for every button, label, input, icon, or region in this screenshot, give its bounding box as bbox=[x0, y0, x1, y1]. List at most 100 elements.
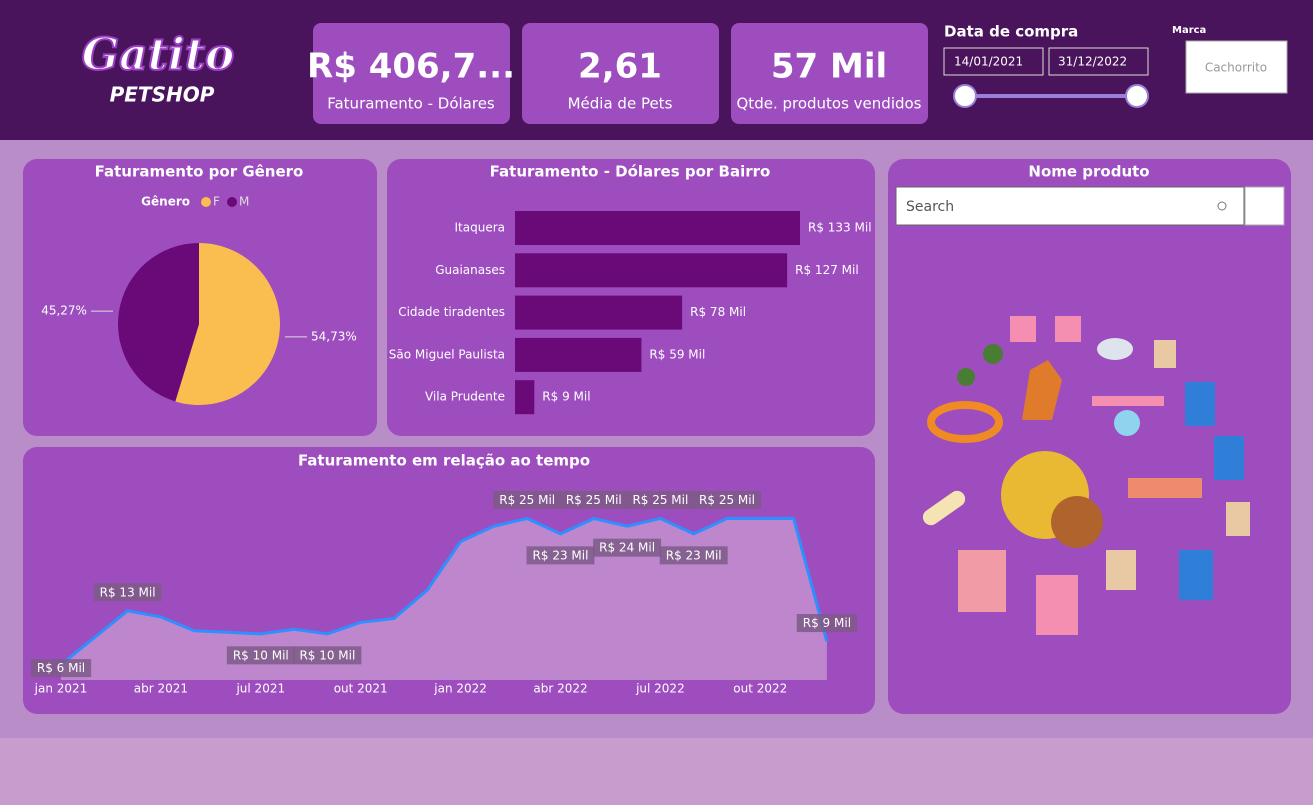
legend-label: F bbox=[213, 195, 220, 209]
data-label: R$ 6 Mil bbox=[37, 661, 85, 675]
x-tick-label: out 2021 bbox=[334, 682, 388, 696]
data-label: R$ 133 Mil bbox=[808, 221, 872, 235]
data-label-box bbox=[796, 614, 858, 633]
kpi-value: 57 Mil bbox=[771, 47, 887, 87]
icon bbox=[1092, 396, 1164, 406]
x-tick-label: jan 2021 bbox=[34, 682, 88, 696]
kpi-label: Média de Pets bbox=[568, 95, 673, 113]
legend-title: Gênero bbox=[141, 195, 190, 209]
bar bbox=[515, 337, 642, 372]
data-label: R$ 9 Mil bbox=[542, 390, 590, 404]
kpi-value: 2,61 bbox=[578, 47, 662, 87]
icon bbox=[957, 368, 975, 386]
data-label-box bbox=[593, 538, 662, 557]
data-label-box bbox=[493, 490, 562, 509]
data-label: R$ 78 Mil bbox=[690, 305, 746, 319]
icon bbox=[1185, 382, 1215, 426]
icon bbox=[958, 550, 1006, 612]
bar bbox=[515, 253, 788, 288]
x-tick-label: jul 2022 bbox=[635, 682, 685, 696]
data-label-box bbox=[526, 546, 595, 565]
data-label: 54,73% bbox=[311, 329, 357, 343]
kpi-card bbox=[522, 23, 719, 124]
y-tick-label: Cidade tiradentes bbox=[398, 305, 505, 319]
data-label-box bbox=[226, 646, 295, 665]
chart-title: Faturamento por Gênero bbox=[95, 163, 304, 181]
y-tick-label: Guaianases bbox=[435, 263, 505, 277]
icon bbox=[1022, 360, 1062, 420]
icon bbox=[1010, 316, 1036, 342]
pie-slice bbox=[175, 243, 281, 405]
icon bbox=[1106, 550, 1136, 590]
data-label: R$ 25 Mil bbox=[499, 493, 555, 507]
data-label-box bbox=[559, 490, 628, 509]
data-label: R$ 10 Mil bbox=[233, 648, 289, 662]
brand-value: Cachorrito bbox=[1205, 61, 1267, 75]
chart-title: Faturamento em relação ao tempo bbox=[298, 452, 590, 470]
date-end-box[interactable] bbox=[1048, 47, 1149, 76]
icon bbox=[1055, 316, 1081, 342]
clear-button[interactable] bbox=[1244, 186, 1285, 226]
data-label-box bbox=[626, 490, 695, 509]
icon bbox=[1036, 575, 1078, 635]
legend-label: M bbox=[239, 195, 249, 209]
kpi-card bbox=[731, 23, 928, 124]
date-title: Data de compra bbox=[944, 23, 1078, 41]
x-tick-label: jan 2022 bbox=[433, 682, 487, 696]
icon bbox=[1051, 496, 1103, 548]
data-label: R$ 13 Mil bbox=[100, 585, 156, 599]
data-label: R$ 23 Mil bbox=[666, 548, 722, 562]
legend-marker bbox=[227, 197, 237, 207]
data-label: R$ 23 Mil bbox=[533, 548, 589, 562]
kpi-label: Qtde. produtos vendidos bbox=[737, 95, 922, 113]
slider-handle[interactable] bbox=[1125, 84, 1149, 108]
data-label: R$ 127 Mil bbox=[795, 263, 859, 277]
data-label: R$ 25 Mil bbox=[566, 493, 622, 507]
data-label: R$ 24 Mil bbox=[599, 541, 655, 555]
search-icon bbox=[1217, 201, 1227, 211]
product-icons bbox=[922, 316, 1250, 635]
date-start: 14/01/2021 bbox=[954, 55, 1023, 69]
y-tick-label: São Miguel Paulista bbox=[389, 347, 505, 361]
icon bbox=[1154, 340, 1176, 368]
legend-marker bbox=[201, 197, 211, 207]
bar bbox=[515, 295, 683, 330]
search-box[interactable] bbox=[895, 186, 1245, 226]
slider-handle[interactable] bbox=[953, 84, 977, 108]
x-tick-label: abr 2022 bbox=[533, 682, 587, 696]
data-label: 45,27% bbox=[41, 304, 87, 318]
pie-slice bbox=[118, 243, 199, 402]
brand-title: Marca bbox=[1172, 25, 1206, 36]
x-tick-label: jul 2021 bbox=[235, 682, 285, 696]
data-label-box bbox=[693, 490, 761, 509]
x-tick-label: abr 2021 bbox=[134, 682, 188, 696]
area-fill bbox=[61, 518, 827, 680]
icon bbox=[1226, 502, 1250, 536]
icon bbox=[922, 490, 966, 526]
y-tick-label: Vila Prudente bbox=[425, 390, 505, 404]
data-label: R$ 59 Mil bbox=[649, 347, 705, 361]
icon bbox=[983, 344, 1003, 364]
icon bbox=[927, 401, 1003, 443]
search-placeholder: Search bbox=[906, 199, 954, 215]
date-end: 31/12/2022 bbox=[1058, 55, 1127, 69]
date-start-box[interactable] bbox=[943, 47, 1044, 76]
icon bbox=[1128, 478, 1202, 498]
data-label-box bbox=[93, 583, 162, 602]
data-label: R$ 25 Mil bbox=[699, 493, 755, 507]
brand-box[interactable] bbox=[1185, 40, 1288, 94]
data-label-box bbox=[30, 659, 92, 678]
footer-strip bbox=[0, 738, 1313, 805]
icon bbox=[1114, 410, 1140, 436]
kpi-value: R$ 406,7... bbox=[307, 47, 515, 87]
data-label: R$ 9 Mil bbox=[803, 616, 851, 630]
panel-title: Nome produto bbox=[1028, 163, 1149, 181]
data-label: R$ 10 Mil bbox=[299, 648, 355, 662]
icon bbox=[1097, 338, 1133, 360]
icon bbox=[1179, 550, 1213, 600]
icon bbox=[1214, 436, 1244, 480]
x-tick-label: out 2022 bbox=[733, 682, 787, 696]
chart-title: Faturamento - Dólares por Bairro bbox=[490, 163, 771, 181]
data-label: R$ 25 Mil bbox=[632, 493, 688, 507]
